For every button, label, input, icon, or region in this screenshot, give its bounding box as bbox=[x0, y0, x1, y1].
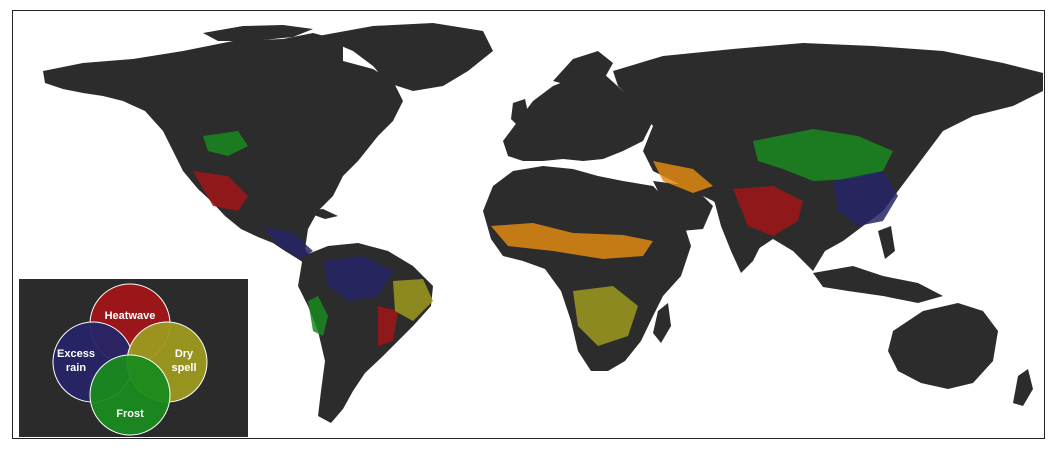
japan bbox=[889, 141, 915, 186]
southeast-asia-islands bbox=[813, 266, 943, 303]
dry-patch-southern-africa bbox=[573, 286, 638, 346]
arabian-peninsula bbox=[653, 181, 713, 231]
europe bbox=[503, 73, 653, 161]
legend-panel: Heatwave Excess rain Dry spell Frost bbox=[19, 279, 248, 437]
frost-circle bbox=[89, 354, 171, 436]
world-map bbox=[43, 23, 1043, 423]
heat-dry-patch-sahel bbox=[491, 223, 653, 259]
greenland bbox=[318, 23, 493, 91]
madagascar bbox=[653, 303, 671, 343]
arctic-islands bbox=[203, 25, 313, 41]
heat-dry-patch-middle-east bbox=[653, 161, 713, 193]
heat-patch-india bbox=[733, 186, 803, 236]
australia bbox=[888, 303, 998, 389]
heat-patch-mexico bbox=[193, 171, 248, 211]
legend-frost-label: Frost bbox=[116, 408, 144, 420]
legend-heatwave-label: Heatwave bbox=[105, 310, 156, 322]
scandinavia bbox=[553, 51, 613, 89]
map-frame: Heatwave Excess rain Dry spell Frost bbox=[12, 10, 1045, 439]
philippines bbox=[878, 226, 895, 259]
frost-patch-canada bbox=[203, 131, 248, 156]
rain-patch-central-america bbox=[263, 226, 313, 259]
dry-patch-ne-brazil bbox=[393, 279, 433, 321]
caribbean-islands bbox=[303, 209, 338, 219]
legend-excess-rain-label-2: rain bbox=[66, 362, 86, 374]
heat-patch-brazil bbox=[378, 306, 398, 346]
legend-dry-spell-label-2: spell bbox=[171, 362, 196, 374]
africa bbox=[483, 166, 691, 371]
frost-patch-central-asia bbox=[753, 129, 893, 181]
new-zealand bbox=[1013, 369, 1033, 406]
rain-patch-china bbox=[833, 171, 898, 226]
legend-excess-rain-label-1: Excess bbox=[57, 348, 95, 360]
legend-venn: Heatwave Excess rain Dry spell Frost bbox=[52, 283, 208, 436]
rain-patch-amazon bbox=[323, 256, 393, 301]
frost-patch-andes bbox=[308, 296, 328, 336]
uk bbox=[511, 99, 529, 127]
legend-dry-spell-label-1: Dry bbox=[175, 348, 194, 360]
climate-hazard-patches bbox=[193, 129, 898, 346]
